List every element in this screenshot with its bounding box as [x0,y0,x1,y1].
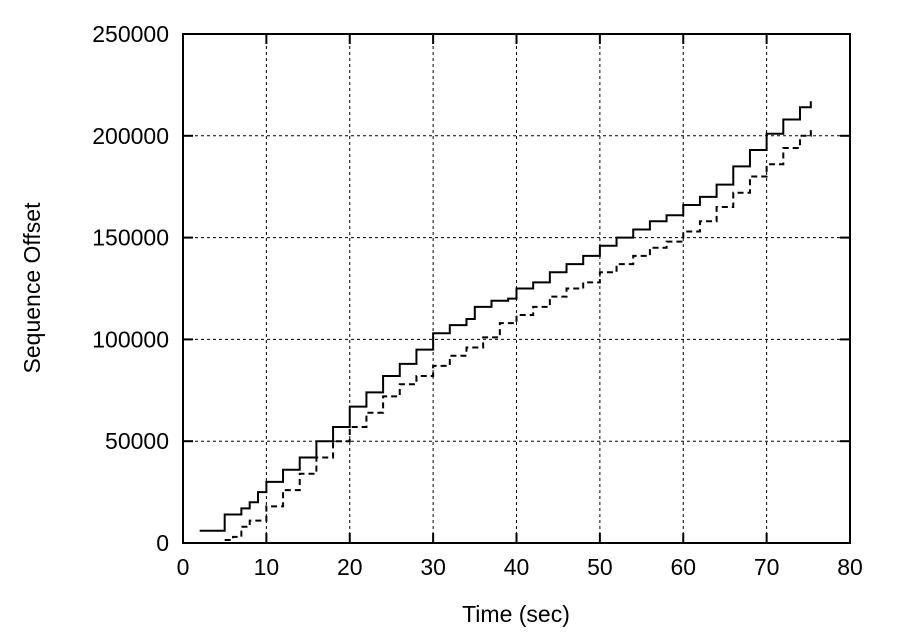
series-2-line [224,127,812,541]
y-axis-label: Sequence Offset [19,202,45,374]
x-tick-label: 10 [254,554,280,580]
series-group [199,101,812,541]
series-1-line [199,101,812,532]
x-tick-label: 30 [420,554,446,580]
y-tick-label: 250000 [92,21,169,47]
x-axis-label: Time (sec) [462,601,570,627]
x-tick-label: 40 [504,554,530,580]
x-tick-label: 20 [337,554,363,580]
y-tick-label: 200000 [92,123,169,149]
x-tick-label: 70 [754,554,780,580]
x-tick-label: 60 [670,554,696,580]
x-tick-label: 80 [837,554,863,580]
y-tick-label: 50000 [105,428,169,454]
y-tick-label: 150000 [92,225,169,251]
ticks: 0 10 20 30 40 50 60 70 80 0 50000 100000 150000 20000… [92,21,863,580]
y-tick-label: 0 [156,530,169,556]
y-tick-label: 100000 [92,326,169,352]
x-tick-label: 50 [587,554,613,580]
x-tick-label: 0 [177,554,190,580]
